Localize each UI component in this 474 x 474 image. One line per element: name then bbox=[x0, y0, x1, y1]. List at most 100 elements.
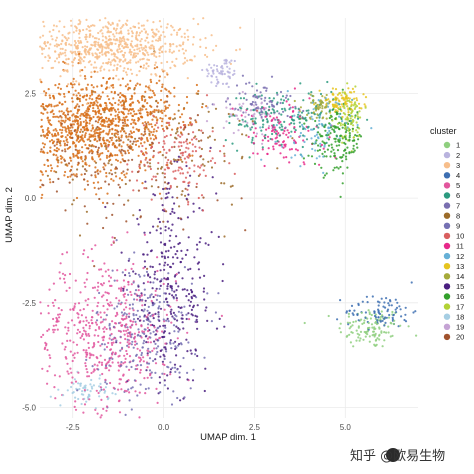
scatter-point-cluster-5 bbox=[73, 405, 76, 408]
scatter-point-cluster-16 bbox=[338, 139, 341, 142]
scatter-point-cluster-5 bbox=[109, 381, 112, 385]
scatter-point-cluster-6 bbox=[266, 120, 269, 123]
scatter-point-cluster-3 bbox=[123, 46, 126, 49]
scatter-point-cluster-6 bbox=[280, 128, 283, 131]
scatter-point-cluster-8 bbox=[207, 110, 210, 113]
scatter-point-cluster-18 bbox=[71, 391, 74, 395]
scatter-point-cluster-5 bbox=[100, 398, 103, 401]
scatter-point-cluster-3 bbox=[158, 20, 161, 23]
scatter-point-cluster-20 bbox=[65, 85, 69, 88]
scatter-point-cluster-15 bbox=[149, 281, 152, 284]
scatter-point-cluster-20 bbox=[201, 131, 204, 134]
scatter-point-cluster-16 bbox=[348, 134, 351, 137]
scatter-point-cluster-20 bbox=[106, 125, 109, 128]
scatter-point-cluster-10 bbox=[177, 134, 180, 137]
scatter-point-cluster-15 bbox=[142, 253, 145, 256]
scatter-point-cluster-3 bbox=[109, 30, 112, 34]
scatter-point-cluster-16 bbox=[354, 114, 357, 117]
scatter-point-cluster-6 bbox=[273, 111, 276, 114]
scatter-point-cluster-5 bbox=[135, 323, 138, 326]
scatter-point-cluster-3 bbox=[117, 78, 120, 81]
scatter-point-cluster-3 bbox=[147, 65, 150, 68]
scatter-point-cluster-20 bbox=[76, 163, 79, 166]
scatter-point-cluster-5 bbox=[67, 329, 70, 332]
scatter-point-cluster-15 bbox=[167, 282, 170, 286]
scatter-point-cluster-5 bbox=[52, 282, 56, 285]
scatter-point-cluster-5 bbox=[138, 416, 141, 419]
scatter-point-cluster-5 bbox=[49, 356, 52, 359]
scatter-point-cluster-9 bbox=[173, 330, 176, 333]
scatter-point-cluster-5 bbox=[85, 368, 88, 371]
scatter-point-cluster-20 bbox=[152, 110, 155, 113]
scatter-point-cluster-8 bbox=[173, 117, 176, 120]
scatter-point-cluster-3 bbox=[113, 35, 116, 38]
scatter-point-cluster-20 bbox=[177, 103, 180, 107]
scatter-point-cluster-20 bbox=[130, 97, 133, 100]
scatter-point-cluster-10 bbox=[191, 143, 194, 146]
scatter-point-cluster-20 bbox=[127, 159, 130, 162]
scatter-point-cluster-5 bbox=[158, 337, 161, 340]
scatter-point-cluster-10 bbox=[192, 131, 195, 134]
scatter-point-cluster-3 bbox=[42, 20, 45, 23]
scatter-point-cluster-16 bbox=[355, 142, 358, 145]
scatter-point-cluster-3 bbox=[51, 66, 55, 69]
scatter-point-cluster-15 bbox=[152, 295, 155, 299]
scatter-point-cluster-20 bbox=[165, 100, 169, 103]
scatter-point-cluster-20 bbox=[48, 103, 51, 106]
scatter-point-cluster-20 bbox=[111, 132, 114, 135]
scatter-point-cluster-18 bbox=[73, 378, 76, 381]
scatter-point-cluster-9 bbox=[157, 313, 160, 316]
scatter-point-cluster-8 bbox=[122, 127, 125, 130]
scatter-point-cluster-1 bbox=[367, 321, 370, 325]
scatter-point-cluster-20 bbox=[122, 149, 125, 152]
scatter-point-cluster-19 bbox=[205, 120, 209, 123]
scatter-point-cluster-4 bbox=[376, 300, 380, 303]
scatter-point-cluster-3 bbox=[144, 49, 147, 52]
scatter-point-cluster-8 bbox=[46, 174, 50, 177]
scatter-point-cluster-20 bbox=[100, 116, 103, 119]
scatter-point-cluster-7 bbox=[289, 106, 292, 109]
scatter-point-cluster-15 bbox=[158, 376, 161, 379]
scatter-point-cluster-8 bbox=[114, 171, 117, 174]
scatter-point-cluster-6 bbox=[298, 125, 302, 128]
scatter-point-cluster-20 bbox=[59, 155, 62, 158]
scatter-point-cluster-18 bbox=[59, 404, 62, 407]
scatter-point-cluster-15 bbox=[177, 217, 180, 220]
scatter-point-cluster-3 bbox=[129, 61, 132, 64]
scatter-point-cluster-6 bbox=[276, 101, 279, 104]
scatter-point-cluster-5 bbox=[169, 305, 172, 308]
scatter-point-cluster-9 bbox=[143, 293, 146, 296]
scatter-point-cluster-9 bbox=[177, 344, 180, 347]
scatter-point-cluster-3 bbox=[175, 33, 179, 36]
scatter-point-cluster-5 bbox=[67, 321, 70, 324]
scatter-point-cluster-20 bbox=[121, 154, 124, 157]
scatter-point-cluster-15 bbox=[171, 223, 174, 226]
scatter-point-cluster-20 bbox=[83, 94, 86, 97]
scatter-point-cluster-20 bbox=[113, 92, 116, 95]
scatter-point-cluster-3 bbox=[78, 36, 81, 39]
scatter-point-cluster-20 bbox=[46, 128, 49, 131]
scatter-point-cluster-4 bbox=[383, 301, 386, 304]
scatter-point-cluster-7 bbox=[285, 94, 288, 97]
scatter-point-cluster-2 bbox=[210, 81, 213, 84]
scatter-point-cluster-8 bbox=[214, 107, 218, 110]
scatter-point-cluster-12 bbox=[318, 119, 321, 122]
scatter-point-cluster-20 bbox=[145, 125, 148, 128]
scatter-point-cluster-1 bbox=[357, 336, 360, 339]
scatter-point-cluster-3 bbox=[66, 39, 69, 42]
scatter-point-cluster-20 bbox=[119, 101, 122, 104]
scatter-point-cluster-10 bbox=[167, 158, 170, 162]
scatter-point-cluster-9 bbox=[146, 296, 149, 300]
scatter-point-cluster-20 bbox=[150, 96, 153, 99]
scatter-point-cluster-15 bbox=[163, 243, 166, 246]
scatter-point-cluster-3 bbox=[61, 40, 64, 43]
scatter-point-cluster-3 bbox=[104, 17, 107, 20]
scatter-point-cluster-8 bbox=[201, 102, 204, 106]
scatter-point-cluster-20 bbox=[87, 110, 90, 113]
scatter-point-cluster-16 bbox=[340, 117, 343, 121]
scatter-point-cluster-4 bbox=[377, 316, 380, 319]
scatter-point-cluster-3 bbox=[190, 59, 194, 62]
scatter-point-cluster-3 bbox=[155, 39, 158, 42]
scatter-point-cluster-20 bbox=[128, 147, 131, 150]
scatter-point-cluster-17 bbox=[349, 123, 353, 126]
